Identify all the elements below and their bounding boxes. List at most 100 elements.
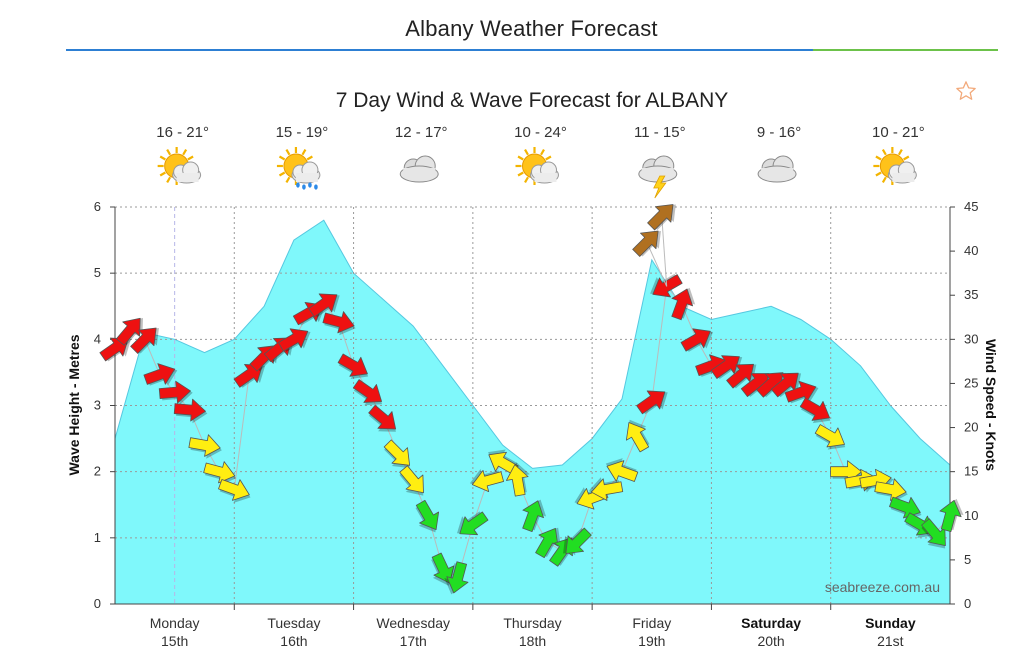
- left-tick-label: 1: [94, 530, 101, 545]
- left-tick-label: 4: [94, 331, 101, 346]
- favourite-star-icon[interactable]: [955, 80, 977, 102]
- wind-arrow: [770, 372, 802, 398]
- wind-arrow: [605, 458, 639, 482]
- date-label: 16th: [280, 633, 307, 649]
- right-tick-label: 40: [964, 243, 978, 258]
- plot-area: 0123456051015202530354045Monday15thTuesd…: [94, 199, 979, 649]
- left-tick-label: 0: [94, 596, 101, 611]
- wind-arrow: [469, 468, 504, 493]
- right-tick-label: 35: [964, 287, 978, 302]
- wind-arrow: [939, 498, 964, 532]
- wind-arrow: [415, 499, 440, 533]
- sun-cloud-icon: [515, 147, 559, 185]
- day-label: Monday: [150, 615, 200, 631]
- weather-row: 16 - 21° 15 - 19° 12 - 17° 10 - 24° 11 - 15°…: [156, 124, 925, 199]
- right-axis-label: Wind Speed - Knots: [983, 339, 999, 471]
- page-title: Albany Weather Forecast: [405, 16, 658, 41]
- chart-title: 7 Day Wind & Wave Forecast for ALBANY: [336, 89, 729, 112]
- wind-arrow: [680, 328, 714, 352]
- wave-height-line: [114, 219, 951, 469]
- right-tick-label: 15: [964, 464, 978, 479]
- date-label: 21st: [877, 633, 904, 649]
- wind-arrow: [158, 380, 193, 405]
- header-rule-blue: [66, 49, 813, 51]
- day-label: Tuesday: [267, 615, 320, 631]
- wind-arrow: [368, 404, 397, 432]
- wind-arrow: [625, 419, 650, 453]
- wave-height-area: [115, 220, 950, 604]
- wind-arrow: [535, 527, 561, 559]
- temperature-range: 15 - 19°: [276, 124, 329, 141]
- wind-arrow: [322, 311, 356, 336]
- right-tick-label: 0: [964, 596, 971, 611]
- temperature-range: 16 - 21°: [156, 124, 209, 141]
- wind-arrow: [563, 527, 592, 554]
- date-label: 20th: [757, 633, 784, 649]
- right-tick-label: 5: [964, 552, 971, 567]
- wind-arrow: [814, 424, 846, 450]
- right-tick-label: 10: [964, 508, 978, 523]
- wind-arrow: [874, 478, 908, 503]
- date-label: 19th: [638, 633, 665, 649]
- watermark: seabreeze.com.au: [825, 579, 940, 595]
- wind-arrow: [188, 434, 222, 459]
- wind-arrow: [383, 439, 411, 469]
- sun-cloud-rain-icon: [276, 147, 321, 190]
- wind-arrow: [444, 561, 469, 595]
- sun-cloud-icon: [157, 147, 202, 185]
- wind-arrow: [218, 479, 251, 503]
- left-tick-label: 3: [94, 398, 101, 413]
- gust-arrow: [632, 230, 661, 257]
- day-label: Thursday: [503, 615, 561, 631]
- temperature-range: 9 - 16°: [757, 124, 801, 141]
- storm-icon: [638, 155, 678, 199]
- right-tick-label: 25: [964, 375, 978, 390]
- day-label: Friday: [632, 615, 671, 631]
- right-tick-label: 30: [964, 331, 978, 346]
- wind-arrow: [116, 317, 144, 346]
- right-tick-label: 20: [964, 420, 978, 435]
- wind-arrow: [488, 449, 519, 476]
- day-label: Saturday: [741, 615, 801, 631]
- wind-arrow: [671, 287, 696, 321]
- wind-arrow: [337, 353, 369, 380]
- wind-arrow: [143, 363, 178, 386]
- left-tick-label: 6: [94, 199, 101, 214]
- wind-arrow: [636, 390, 668, 415]
- wind-arrow: [278, 328, 311, 352]
- wind-arrow: [308, 293, 340, 318]
- wind-arrow: [799, 397, 831, 424]
- wind-arrow: [173, 398, 208, 424]
- left-axis-label: Wave Height - Metres: [66, 334, 82, 475]
- temperature-range: 10 - 24°: [514, 124, 567, 141]
- wind-arrow: [130, 327, 159, 354]
- wind-arrow: [726, 363, 757, 389]
- left-tick-label: 2: [94, 464, 101, 479]
- gust-arrow: [647, 204, 676, 231]
- right-tick-label: 45: [964, 199, 978, 214]
- page-header: Albany Weather Forecast: [0, 0, 1010, 52]
- cloud-icon: [757, 155, 797, 183]
- wind-arrow: [650, 273, 683, 298]
- day-label: Sunday: [865, 615, 916, 631]
- wind-arrow: [399, 465, 424, 496]
- wind-arrow: [522, 499, 547, 533]
- date-label: 15th: [161, 633, 188, 649]
- date-label: 18th: [519, 633, 546, 649]
- temperature-range: 10 - 21°: [872, 124, 925, 141]
- wind-arrow: [352, 379, 383, 406]
- wind-arrow: [589, 477, 624, 501]
- wind-arrow: [784, 380, 819, 404]
- header-rule-green: [813, 49, 998, 51]
- wind-arrow: [457, 511, 489, 536]
- gust-line: [646, 242, 668, 287]
- sun-cloud-icon: [873, 147, 917, 185]
- left-tick-label: 5: [94, 265, 101, 280]
- wind-arrow: [921, 518, 946, 549]
- temperature-range: 11 - 15°: [634, 124, 686, 141]
- wind-arrow: [506, 462, 530, 497]
- date-label: 17th: [400, 633, 427, 649]
- temperature-range: 12 - 17°: [395, 124, 448, 141]
- gust-line: [661, 215, 668, 287]
